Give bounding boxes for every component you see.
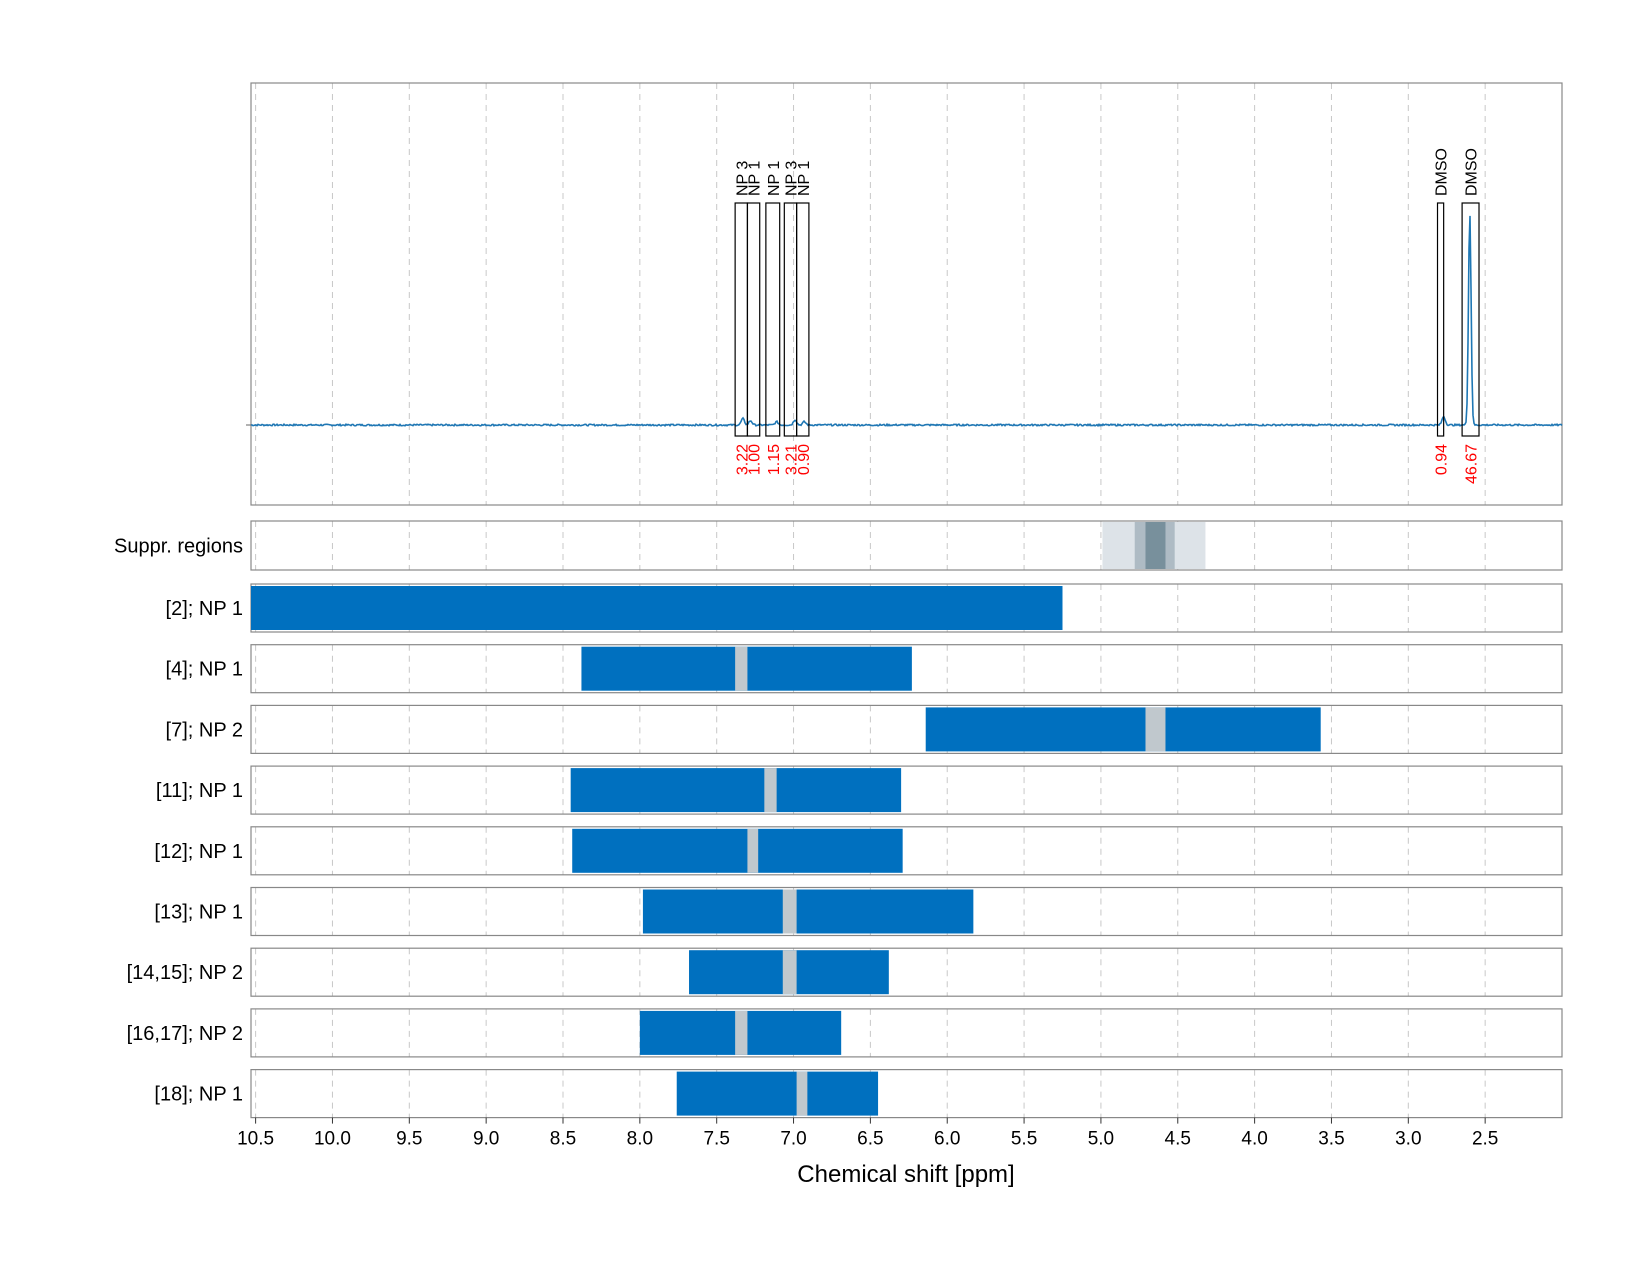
x-axis-title: Chemical shift [ppm] bbox=[797, 1161, 1014, 1188]
integral-value: 3.21 bbox=[783, 444, 800, 475]
x-tick-label: 7.5 bbox=[703, 1129, 729, 1150]
bar-rows bbox=[251, 586, 1321, 1116]
bar-gap bbox=[747, 828, 759, 873]
suppressed-regions-row bbox=[1102, 522, 1206, 569]
x-tick-label: 6.0 bbox=[934, 1129, 960, 1150]
row-frame bbox=[250, 1008, 1563, 1058]
region-bar bbox=[251, 586, 1063, 630]
x-tick-label: 7.0 bbox=[780, 1129, 806, 1150]
integration-label: NP 3 bbox=[783, 161, 800, 196]
x-tick-label: 5.0 bbox=[1088, 1129, 1114, 1150]
row-label: [16,17]; NP 2 bbox=[127, 1023, 243, 1045]
spectrum-trace bbox=[250, 215, 1563, 428]
row-label: [2]; NP 1 bbox=[166, 598, 243, 620]
x-tick-label: 9.0 bbox=[473, 1129, 499, 1150]
x-tick-label: 2.5 bbox=[1472, 1129, 1498, 1150]
suppressed-band bbox=[1145, 522, 1166, 569]
bar-gap bbox=[735, 646, 748, 691]
region-bar bbox=[925, 707, 1321, 752]
integral-value: 0.94 bbox=[1434, 444, 1451, 475]
row-frame bbox=[250, 704, 1563, 755]
x-axis: 10.5 10.0 9.5 9.0 8.5 8.0 7.5 7.0 6.5 6.0 5.5 5.0 4.… bbox=[237, 424, 1498, 1150]
bar-gap bbox=[764, 768, 777, 813]
integral-value: 3.22 bbox=[734, 444, 751, 475]
row-frame bbox=[250, 765, 1563, 815]
x-tick-label: 9.5 bbox=[396, 1129, 422, 1150]
integration-box bbox=[1436, 202, 1445, 437]
bar-gap bbox=[1145, 707, 1166, 752]
x-tick-label: 10.0 bbox=[314, 1129, 351, 1150]
spectrum-frame bbox=[250, 82, 1563, 506]
x-tick-label: 4.0 bbox=[1241, 1129, 1267, 1150]
row-frame bbox=[250, 947, 1563, 997]
row-label: [13]; NP 1 bbox=[154, 902, 243, 924]
integration-label: NP 3 bbox=[734, 161, 751, 196]
integration-label: NP 1 bbox=[796, 161, 813, 196]
row-frame bbox=[250, 1068, 1563, 1119]
region-bar bbox=[572, 828, 903, 873]
row-labels: Suppr. regions [2]; NP 1 [4]; NP 1 [7]; NP … bbox=[114, 536, 243, 1106]
integration-box bbox=[796, 202, 810, 437]
row-frame bbox=[250, 826, 1563, 876]
spectrum-layer bbox=[250, 215, 1563, 428]
region-bar bbox=[570, 768, 902, 813]
x-tick-label: 4.5 bbox=[1165, 1129, 1191, 1150]
integral-value: 1.00 bbox=[747, 444, 764, 475]
row-frame bbox=[250, 644, 1563, 694]
x-tick-label: 8.0 bbox=[627, 1129, 653, 1150]
integral-value: 46.67 bbox=[1464, 444, 1481, 484]
integration-label: DMSO bbox=[1434, 148, 1451, 196]
region-bar bbox=[676, 1071, 879, 1116]
integral-value: 0.90 bbox=[796, 444, 813, 475]
x-tick-label: 8.5 bbox=[550, 1129, 576, 1150]
row-label: [18]; NP 1 bbox=[154, 1084, 243, 1106]
x-tick-label: 3.0 bbox=[1395, 1129, 1421, 1150]
x-tick-label: 3.5 bbox=[1318, 1129, 1344, 1150]
row-label: [4]; NP 1 bbox=[166, 659, 243, 681]
integral-value: 1.15 bbox=[766, 444, 783, 475]
row-label: [11]; NP 1 bbox=[156, 780, 243, 802]
integration-label: NP 1 bbox=[766, 161, 783, 196]
row-label: [12]; NP 1 bbox=[154, 841, 243, 863]
suppr-frame bbox=[250, 520, 1563, 571]
x-tick-label: 6.5 bbox=[857, 1129, 883, 1150]
integration-box bbox=[746, 202, 761, 437]
integration-box bbox=[783, 202, 798, 437]
integration-regions: NP 3 3.22 NP 1 1.00 NP 1 1.15 NP 3 3.21 NP 1 0.90… bbox=[734, 148, 1480, 484]
panel-frames bbox=[250, 82, 1563, 1119]
bar-gap bbox=[735, 1010, 748, 1055]
integration-label: NP 1 bbox=[747, 161, 764, 196]
row-label-suppr: Suppr. regions bbox=[114, 536, 243, 558]
x-tick-label: 10.5 bbox=[237, 1129, 274, 1150]
x-tick-label: 5.5 bbox=[1011, 1129, 1037, 1150]
integration-box bbox=[1461, 202, 1480, 437]
bar-gap bbox=[782, 950, 797, 995]
bar-gap bbox=[796, 1071, 808, 1116]
row-label: [7]; NP 2 bbox=[166, 719, 243, 741]
row-label: [14,15]; NP 2 bbox=[127, 962, 243, 984]
region-bar bbox=[642, 889, 974, 934]
bar-gap bbox=[782, 889, 797, 934]
row-frame bbox=[250, 886, 1563, 937]
integration-box bbox=[765, 202, 781, 437]
integration-box bbox=[734, 202, 749, 437]
integration-label: DMSO bbox=[1464, 148, 1481, 196]
